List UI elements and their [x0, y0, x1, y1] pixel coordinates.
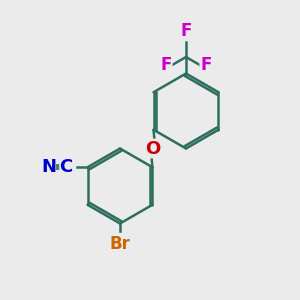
Text: F: F	[180, 22, 192, 40]
Text: C: C	[59, 158, 73, 176]
Text: Br: Br	[110, 235, 130, 253]
Text: O: O	[146, 140, 160, 158]
Text: F: F	[160, 56, 172, 74]
Text: F: F	[200, 56, 212, 74]
Text: N: N	[41, 158, 56, 176]
